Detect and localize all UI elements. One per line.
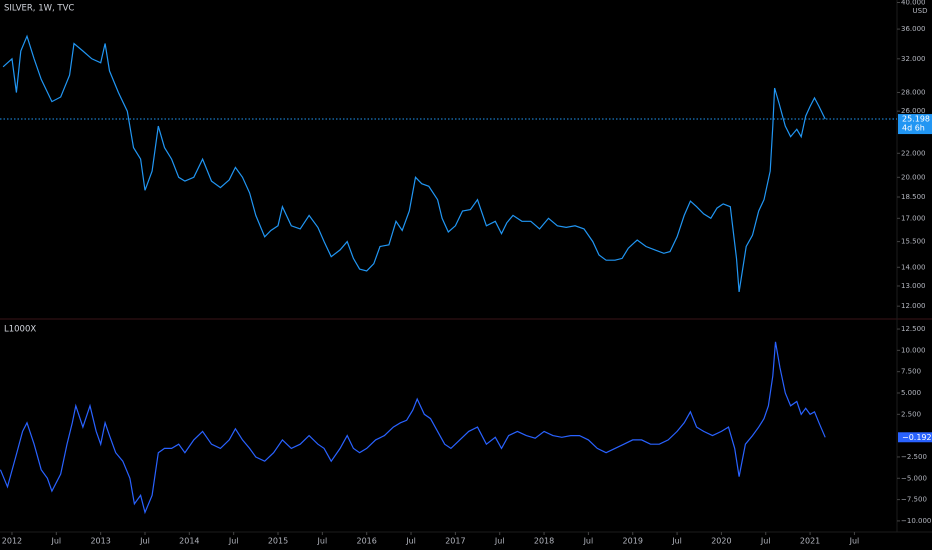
x-tick-label: Jul bbox=[671, 537, 682, 546]
y-tick-label: 26.000 bbox=[901, 107, 926, 115]
y-tick-label: 15.500 bbox=[901, 238, 926, 246]
x-tick-label: 2015 bbox=[268, 537, 288, 546]
last-value-box bbox=[898, 114, 932, 135]
x-tick-label: 2021 bbox=[800, 537, 820, 546]
countdown-label: 4d 6h bbox=[902, 124, 925, 133]
x-tick-label: Jul bbox=[583, 537, 594, 546]
last-value-box bbox=[898, 432, 932, 443]
x-tick-label: 2013 bbox=[90, 537, 110, 546]
y-tick-label: −5.000 bbox=[901, 474, 927, 482]
y-tick-label: 18.500 bbox=[901, 193, 926, 201]
y-tick-label: 12.500 bbox=[901, 325, 926, 333]
y-tick-label: 17.000 bbox=[901, 214, 926, 222]
y-tick-label: 5.000 bbox=[901, 389, 921, 397]
symbol-title: SILVER, 1W, TVC bbox=[4, 4, 74, 14]
y-tick-label: 32.000 bbox=[901, 55, 926, 63]
x-tick-label: 2012 bbox=[2, 537, 22, 546]
y-tick-label: −7.500 bbox=[901, 496, 927, 504]
x-tick-label: Jul bbox=[494, 537, 505, 546]
last-value-label: −0.192 bbox=[902, 433, 932, 442]
x-tick-label: 2019 bbox=[623, 537, 643, 546]
y-tick-label: 14.000 bbox=[901, 263, 926, 271]
y-tick-label: 7.500 bbox=[901, 368, 921, 376]
y-tick-label: 10.000 bbox=[901, 346, 926, 354]
y-tick-label: 13.000 bbox=[901, 282, 926, 290]
price-line bbox=[0, 341, 826, 515]
x-tick-label: 2020 bbox=[711, 537, 731, 546]
x-tick-label: Jul bbox=[50, 537, 61, 546]
y-tick-label: 2.500 bbox=[901, 410, 921, 418]
y-tick-label: −10.000 bbox=[901, 517, 931, 525]
y-tick-label: 22.000 bbox=[901, 149, 926, 157]
x-tick-label: Jul bbox=[317, 537, 328, 546]
x-tick-label: 2014 bbox=[179, 537, 199, 546]
last-value-label: 25.198 bbox=[902, 115, 930, 124]
x-tick-label: Jul bbox=[760, 537, 771, 546]
x-tick-label: Jul bbox=[849, 537, 860, 546]
y-tick-label: −2.500 bbox=[901, 453, 927, 461]
x-tick-label: Jul bbox=[139, 537, 150, 546]
currency-label: USD bbox=[913, 7, 928, 15]
y-tick-label: 12.000 bbox=[901, 302, 926, 310]
y-tick-label: 36.000 bbox=[901, 25, 926, 33]
x-tick-label: Jul bbox=[228, 537, 239, 546]
x-tick-label: Jul bbox=[405, 537, 416, 546]
y-tick-label: 28.000 bbox=[901, 88, 926, 96]
price-line bbox=[2, 34, 826, 292]
x-tick-label: 2016 bbox=[357, 537, 377, 546]
y-tick-label: 40.000 bbox=[901, 0, 926, 7]
y-tick-label: 20.000 bbox=[901, 173, 926, 181]
x-tick-label: 2018 bbox=[534, 537, 554, 546]
x-tick-label: 2017 bbox=[445, 537, 465, 546]
indicator-title: L1000X bbox=[4, 325, 36, 335]
